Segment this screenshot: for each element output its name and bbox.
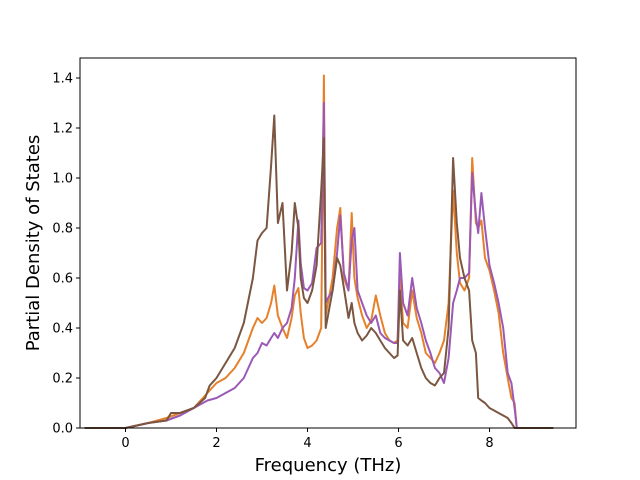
y-tick-label: 1.0 bbox=[52, 172, 73, 187]
series-line-1 bbox=[84, 74, 554, 429]
series-line-2 bbox=[84, 102, 554, 429]
x-axis-label: Frequency (THz) bbox=[255, 455, 402, 476]
y-tick-label: 0.2 bbox=[52, 372, 73, 387]
x-axis: 0 2 4 6 8 bbox=[121, 428, 494, 451]
y-tick-label: 0.8 bbox=[52, 222, 73, 237]
y-tick-label: 0.4 bbox=[52, 322, 73, 337]
plot-frame bbox=[79, 57, 577, 429]
y-tick-label: 0.0 bbox=[52, 422, 73, 437]
series-line-3 bbox=[84, 114, 554, 429]
x-tick-label: 8 bbox=[485, 436, 493, 451]
y-axis: 0.0 0.2 0.4 0.6 0.8 1.0 1.2 1.4 bbox=[52, 72, 80, 437]
y-axis-label: Partial Density of States bbox=[23, 135, 44, 352]
x-tick-label: 6 bbox=[394, 436, 402, 451]
y-tick-label: 0.6 bbox=[52, 272, 73, 287]
x-tick-label: 2 bbox=[212, 436, 220, 451]
series-layer bbox=[84, 74, 554, 429]
y-tick-label: 1.4 bbox=[52, 72, 73, 87]
x-tick-label: 4 bbox=[303, 436, 311, 451]
x-tick-label: 0 bbox=[121, 436, 129, 451]
y-tick-label: 1.2 bbox=[52, 122, 73, 137]
